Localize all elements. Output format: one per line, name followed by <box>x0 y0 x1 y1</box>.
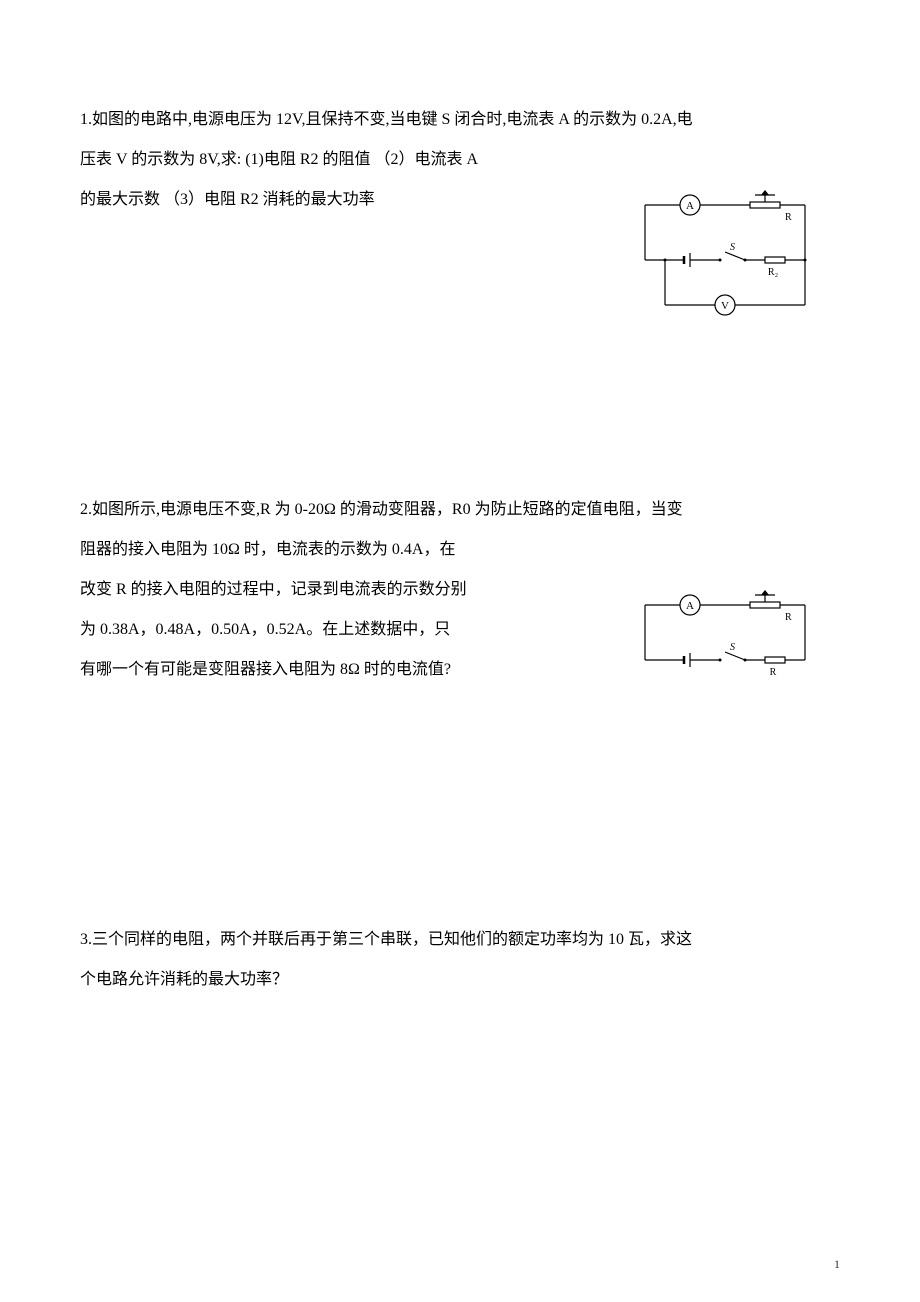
page-number: 1 <box>834 1257 840 1272</box>
p2-line5: 有哪一个有可能是变阻器接入电阻为 8Ω 时的电流值? <box>80 650 560 690</box>
ammeter-label-2: A <box>686 600 694 612</box>
p3-line2: 个电路允许消耗的最大功率？ <box>80 960 840 1000</box>
p2-line1: 2.如图所示,电源电压不变,R 为 0-20Ω 的滑动变阻器，R0 为防止短路的… <box>80 490 840 530</box>
p2-line4: 为 0.38A，0.48A，0.50A，0.52A。在上述数据中，只 <box>80 610 560 650</box>
switch-label: S <box>730 242 735 253</box>
problem-1: 1.如图的电路中,电源电压为 12V,且保持不变,当电键 S 闭合时,电流表 A… <box>80 100 840 220</box>
problem-2: 2.如图所示,电源电压不变,R 为 0-20Ω 的滑动变阻器，R0 为防止短路的… <box>80 490 840 690</box>
p1-line3: 的最大示数 （3）电阻 R2 消耗的最大功率 <box>80 180 560 220</box>
p2-line3: 改变 R 的接入电阻的过程中，记录到电流表的示数分别 <box>80 570 560 610</box>
voltmeter-label: V <box>721 300 729 312</box>
resistor-r-label: R <box>785 212 792 223</box>
switch-label-2: S <box>730 642 735 653</box>
p3-line1: 3.三个同样的电阻，两个并联后再于第三个串联，已知他们的额定功率均为 10 瓦，… <box>80 920 840 960</box>
ammeter-label: A <box>686 200 694 212</box>
circuit-diagram-1: A R R₂ S <box>630 190 820 320</box>
problem-3-text: 3.三个同样的电阻，两个并联后再于第三个串联，已知他们的额定功率均为 10 瓦，… <box>80 920 840 1000</box>
p1-line1: 1.如图的电路中,电源电压为 12V,且保持不变,当电键 S 闭合时,电流表 A… <box>80 100 840 140</box>
circuit-diagram-2: A R R S <box>630 585 820 680</box>
resistor-r2-label: R₂ <box>768 267 778 278</box>
p2-line2: 阻器的接入电阻为 10Ω 时，电流表的示数为 0.4A，在 <box>80 530 560 570</box>
resistor-r0-label: R <box>770 667 777 678</box>
problem-3: 3.三个同样的电阻，两个并联后再于第三个串联，已知他们的额定功率均为 10 瓦，… <box>80 920 840 1000</box>
resistor-r-label-2: R <box>785 612 792 623</box>
p1-line2: 压表 V 的示数为 8V,求: (1)电阻 R2 的阻值 （2）电流表 A <box>80 140 560 180</box>
